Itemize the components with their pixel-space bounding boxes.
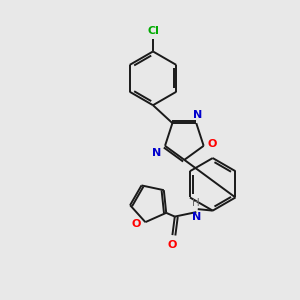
Text: Cl: Cl: [147, 26, 159, 36]
Text: H: H: [192, 198, 200, 208]
Text: O: O: [208, 139, 217, 149]
Text: N: N: [193, 110, 203, 119]
Text: O: O: [168, 240, 177, 250]
Text: O: O: [132, 219, 141, 229]
Text: N: N: [152, 148, 161, 158]
Text: N: N: [192, 212, 201, 222]
